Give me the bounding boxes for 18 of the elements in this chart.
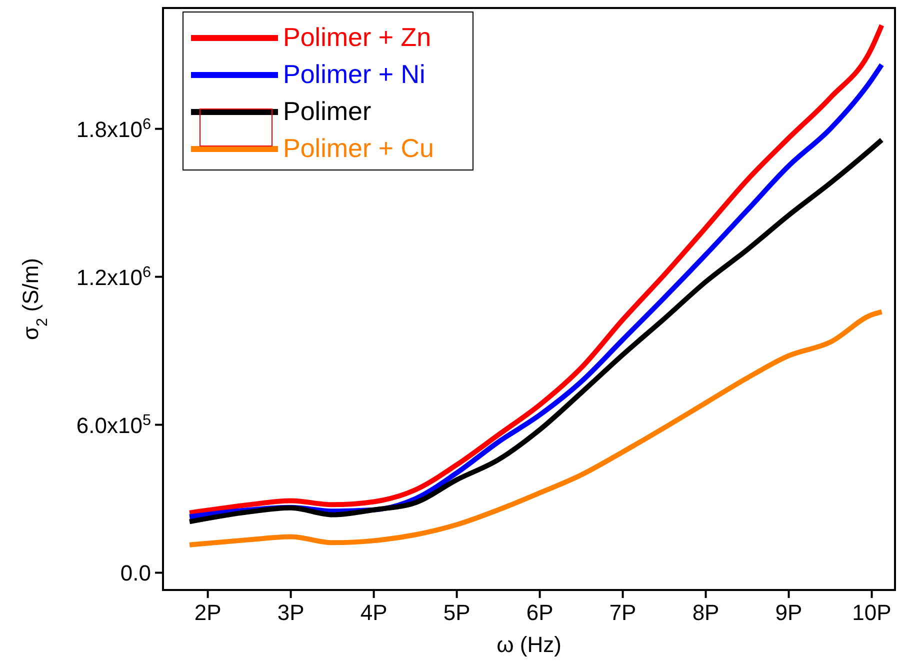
legend-label: Polimer + Ni [283, 59, 426, 89]
legend-label: Polimer + Cu [283, 133, 434, 163]
legend-label: Polimer + Zn [283, 22, 432, 52]
y-tick-label: 6.0x10$^{5}$ [76, 411, 151, 438]
legend-label: Polimer [283, 96, 372, 126]
x-tick-label: 8P [692, 600, 720, 625]
x-axis-title: ω (Hz) [496, 632, 562, 657]
y-tick-label: 1.8x10$^{6}$ [76, 115, 151, 142]
y-tick-label: 0.0 [120, 560, 151, 586]
x-tick-label: 4P [360, 600, 388, 625]
x-tick-label: 5P [443, 600, 470, 625]
x-tick-label: 10P [852, 600, 892, 625]
x-tick-label: 7P [609, 600, 636, 625]
x-tick-label: 6P [526, 600, 554, 625]
y-tick-label: 1.2x10$^{6}$ [76, 263, 151, 290]
x-tick-label: 9P [775, 600, 802, 625]
x-tick-label: 3P [277, 600, 304, 625]
x-tick-label: 2P [194, 600, 222, 625]
